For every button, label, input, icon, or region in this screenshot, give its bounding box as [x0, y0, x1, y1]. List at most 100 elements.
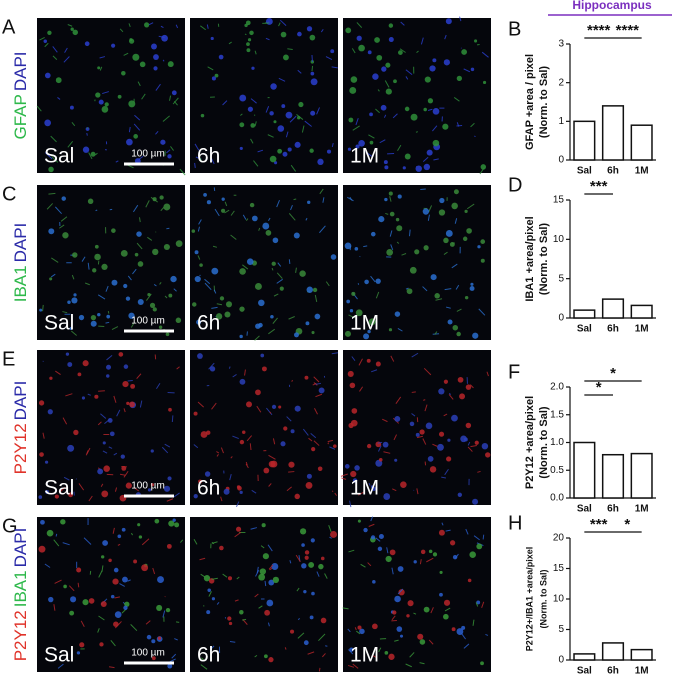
speck: [306, 286, 313, 294]
speck: [347, 147, 352, 151]
speck: [426, 149, 433, 156]
fiber: [197, 255, 201, 260]
speck: [290, 629, 295, 634]
speck: [48, 596, 54, 603]
speck: [446, 456, 452, 462]
fiber: [315, 393, 323, 398]
fiber: [459, 16, 462, 22]
fiber: [355, 630, 361, 635]
speck: [273, 120, 277, 124]
fiber: [174, 638, 178, 641]
fiber: [88, 495, 93, 502]
speck: [49, 277, 53, 281]
fiber: [416, 488, 419, 495]
speck: [279, 286, 284, 291]
fiber: [250, 98, 257, 104]
speck: [61, 196, 66, 201]
fiber: [276, 278, 283, 284]
fiber: [370, 369, 378, 373]
fiber: [230, 456, 233, 459]
speck: [254, 282, 262, 290]
speck: [48, 166, 54, 173]
speck: [203, 192, 207, 197]
speck: [244, 23, 248, 28]
fiber: [316, 107, 320, 115]
speck: [311, 591, 315, 596]
fiber: [77, 582, 80, 588]
fiber: [397, 588, 404, 595]
fiber: [441, 476, 446, 479]
speck: [427, 456, 434, 462]
speck: [114, 611, 122, 618]
x-tick-label: 1M: [635, 166, 649, 177]
significance-label: *: [610, 365, 616, 382]
speck: [369, 112, 373, 117]
fiber: [297, 617, 300, 621]
speck: [129, 401, 135, 408]
fiber: [286, 486, 292, 492]
speck: [153, 66, 158, 71]
fiber: [347, 628, 351, 633]
speck: [272, 237, 279, 244]
speck: [301, 543, 305, 547]
fiber: [216, 601, 220, 605]
fiber: [36, 105, 42, 112]
speck: [126, 401, 130, 405]
fiber: [435, 298, 443, 301]
fiber: [288, 259, 291, 265]
speck: [158, 325, 163, 329]
speck: [260, 353, 265, 358]
fiber: [145, 620, 151, 625]
speck: [259, 568, 267, 575]
speck: [70, 596, 77, 603]
speck: [47, 409, 53, 415]
speck: [60, 519, 66, 525]
speck: [263, 654, 268, 659]
speck: [239, 439, 245, 445]
fiber: [228, 41, 232, 45]
speck: [429, 65, 436, 72]
fiber: [370, 275, 376, 283]
speck: [317, 466, 323, 472]
texture: [191, 187, 337, 341]
speck: [474, 440, 479, 445]
speck: [210, 36, 214, 41]
fiber: [441, 522, 444, 526]
speck: [128, 312, 135, 319]
speck: [363, 333, 370, 340]
significance-label: ***: [590, 178, 608, 195]
panel-letter: F: [508, 361, 520, 383]
fiber: [136, 242, 143, 250]
speck: [381, 66, 387, 72]
speck: [414, 249, 420, 255]
fiber: [383, 114, 387, 118]
speck: [121, 527, 126, 532]
fiber: [152, 567, 156, 575]
speck: [100, 601, 107, 608]
fiber: [210, 157, 215, 165]
panel-letter: D: [508, 174, 522, 196]
speck: [432, 107, 440, 115]
fiber: [55, 370, 61, 375]
y-axis-label: P2Y12+/IBA1 +area/pixel: [524, 547, 534, 652]
fiber: [53, 539, 60, 547]
speck: [262, 222, 270, 230]
speck: [101, 555, 105, 559]
speck: [398, 589, 405, 596]
speck: [430, 274, 437, 281]
image-label: Sal: [44, 312, 74, 335]
speck: [470, 282, 474, 286]
fiber: [372, 655, 377, 659]
fiber: [179, 168, 186, 176]
speck: [137, 298, 144, 306]
fiber: [53, 604, 56, 611]
speck: [175, 317, 182, 324]
speck: [423, 107, 427, 112]
fiber: [123, 52, 129, 56]
fiber: [114, 487, 118, 492]
speck: [239, 334, 243, 339]
fiber: [169, 658, 176, 663]
speck: [443, 599, 451, 606]
speck: [282, 151, 288, 157]
fiber: [113, 395, 117, 403]
